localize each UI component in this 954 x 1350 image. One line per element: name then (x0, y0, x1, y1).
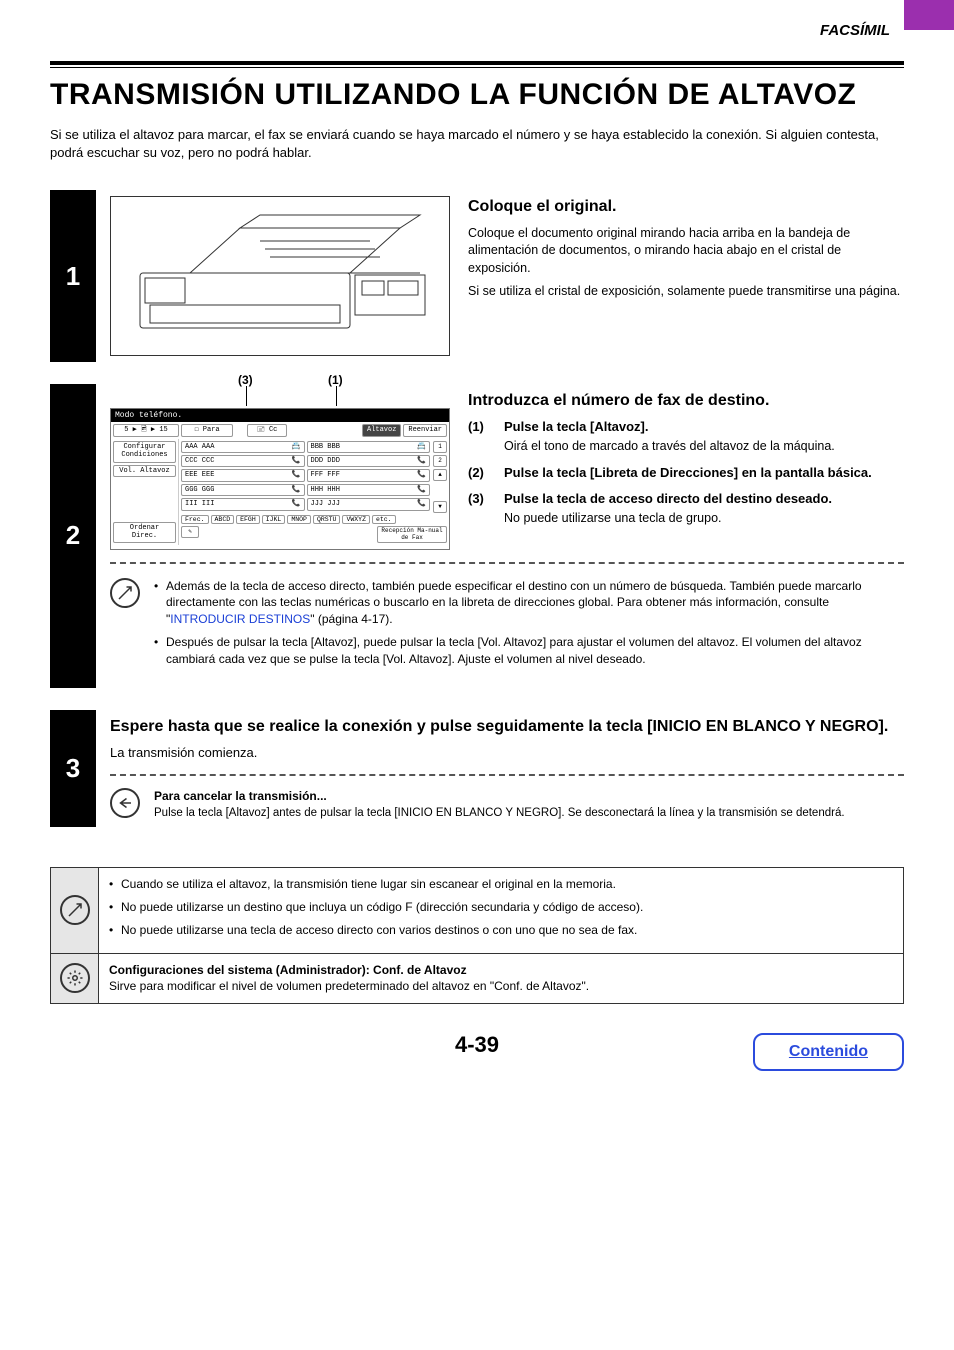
info-box-notes: Cuando se utiliza el altavoz, la transmi… (50, 867, 904, 953)
step1-p1: Coloque el documento original mirando ha… (468, 225, 904, 278)
address-cell: GGG GGG📞 (181, 484, 305, 496)
panel-altavoz-btn: Altavoz (362, 424, 401, 436)
contents-button[interactable]: Contenido (753, 1033, 904, 1071)
address-cell: CCC CCC📞 (181, 455, 305, 467)
address-cell: HHH HHH📞 (307, 484, 431, 496)
address-cell: AAA AAA📇 (181, 441, 305, 453)
note-icon (60, 895, 90, 925)
step-3: 3 Espere hasta que se realice la conexió… (50, 710, 904, 827)
substep-text: Oirá el tono de marcado a través del alt… (504, 438, 904, 456)
gear-icon (60, 963, 90, 993)
note-icon (110, 578, 140, 608)
info-box-admin: Configuraciones del sistema (Administrad… (50, 954, 904, 1005)
copier-illustration (110, 196, 450, 355)
note-item: Además de la tecla de acceso directo, ta… (154, 578, 904, 628)
panel-config-btn: Configurar Condiciones (113, 441, 176, 463)
admin-heading: Configuraciones del sistema (Administrad… (109, 962, 893, 979)
panel-info: 5 ▶ 🖻 ▶ 15 (113, 424, 179, 436)
manual-recv-btn: Recepción Ma-nual de Fax (377, 526, 447, 542)
scroll-down: ▼ (433, 501, 447, 513)
substep-heading: Pulse la tecla [Altavoz]. (504, 418, 904, 436)
step1-p2: Si se utiliza el cristal de exposición, … (468, 283, 904, 301)
page-indicator: 1 (433, 441, 447, 453)
panel-para-btn: ☐ Para (181, 424, 233, 436)
divider (110, 562, 904, 564)
step-1: 1 (50, 190, 904, 361)
panel-cc-btn: 🖃 Cc (247, 424, 287, 436)
alpha-tab: VWXYZ (342, 515, 370, 525)
step2-heading: Introduzca el número de fax de destino. (468, 390, 904, 412)
page-title: TRANSMISIÓN UTILIZANDO LA FUNCIÓN DE ALT… (50, 74, 904, 116)
substep-number: (3) (468, 490, 494, 528)
info-item: No puede utilizarse un destino que inclu… (109, 899, 893, 916)
section-color-tab (904, 0, 954, 30)
step-2: 2 (3) (1) Modo teléfono. 5 ▶ 🖻 ▶ 15 ☐ Pa… (50, 384, 904, 688)
address-cell: DDD DDD📞 (307, 455, 431, 467)
step-number: 2 (50, 384, 96, 688)
admin-text: Sirve para modificar el nivel de volumen… (109, 978, 893, 995)
link-introducir-destinos[interactable]: INTRODUCIR DESTINOS (170, 612, 310, 626)
alpha-tab: MNOP (287, 515, 311, 525)
cancel-text: Pulse la tecla [Altavoz] antes de pulsar… (154, 805, 845, 821)
address-cell: EEE EEE📞 (181, 469, 305, 481)
substep-number: (1) (468, 418, 494, 456)
info-item: No puede utilizarse una tecla de acceso … (109, 922, 893, 939)
rule (50, 61, 904, 65)
cancel-heading: Para cancelar la transmisión... (154, 788, 845, 805)
note-item: Después de pulsar la tecla [Altavoz], pu… (154, 634, 904, 668)
address-cell: III III📞 (181, 498, 305, 510)
panel-title: Modo teléfono. (111, 409, 449, 423)
fax-panel-illustration: Modo teléfono. 5 ▶ 🖻 ▶ 15 ☐ Para 🖃 Cc Al… (110, 408, 450, 550)
rule (50, 67, 904, 68)
cancel-icon (110, 788, 140, 818)
address-cell: BBB BBB📇 (307, 441, 431, 453)
address-cell: FFF FFF📞 (307, 469, 431, 481)
divider (110, 774, 904, 776)
step3-heading: Espere hasta que se realice la conexión … (110, 716, 904, 738)
edit-icon: ✎ (181, 526, 199, 538)
substep-number: (2) (468, 464, 494, 482)
alpha-tab: ABCD (211, 515, 235, 525)
alpha-tab: IJKL (262, 515, 286, 525)
substep-heading: Pulse la tecla de acceso directo del des… (504, 490, 904, 508)
alpha-tab: EFGH (236, 515, 260, 525)
panel-reenviar-btn: Reenviar (403, 424, 447, 436)
step-number: 3 (50, 710, 96, 827)
tab-frec: Frec. (181, 515, 209, 525)
panel-sort-btn: Ordenar Direc. (113, 522, 176, 543)
step3-text: La transmisión comienza. (110, 744, 904, 762)
step-number: 1 (50, 190, 96, 361)
substep-text: No puede utilizarse una tecla de grupo. (504, 510, 904, 528)
alpha-tab: QRSTU (313, 515, 341, 525)
step1-heading: Coloque el original. (468, 196, 904, 218)
page-indicator: 2 (433, 455, 447, 467)
scroll-up: ▲ (433, 469, 447, 481)
panel-vol-btn: Vol. Altavoz (113, 465, 176, 477)
section-header: FACSÍMIL (820, 20, 890, 41)
alpha-tab: etc. (372, 515, 396, 525)
intro-text: Si se utiliza el altavoz para marcar, el… (50, 126, 904, 162)
substep-heading: Pulse la tecla [Libreta de Direcciones] … (504, 464, 904, 482)
info-item: Cuando se utiliza el altavoz, la transmi… (109, 876, 893, 893)
address-cell: JJJ JJJ📞 (307, 498, 431, 510)
